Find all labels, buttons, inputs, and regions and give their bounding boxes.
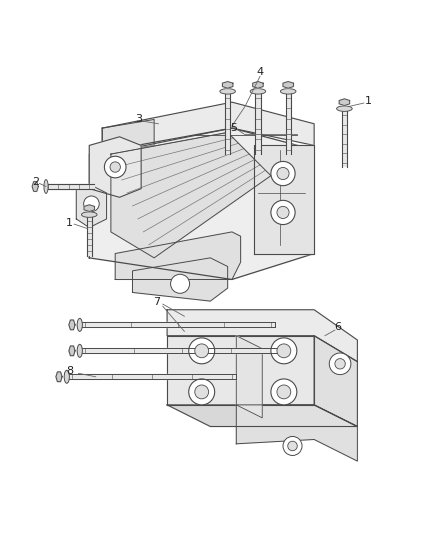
Ellipse shape [81, 212, 97, 217]
Ellipse shape [250, 88, 266, 94]
Polygon shape [67, 374, 236, 379]
Polygon shape [76, 184, 106, 228]
Polygon shape [133, 258, 228, 301]
Polygon shape [253, 82, 263, 88]
Circle shape [277, 385, 291, 399]
Polygon shape [283, 82, 293, 88]
Ellipse shape [337, 106, 352, 111]
Circle shape [271, 379, 297, 405]
Text: 2: 2 [32, 177, 39, 187]
Text: 4: 4 [257, 67, 264, 77]
Circle shape [110, 162, 120, 172]
Circle shape [170, 274, 190, 293]
FancyBboxPatch shape [225, 93, 230, 154]
Polygon shape [167, 310, 357, 361]
Polygon shape [80, 322, 275, 327]
Ellipse shape [44, 180, 48, 193]
Text: 7: 7 [153, 297, 160, 307]
Ellipse shape [280, 88, 296, 94]
Text: 1: 1 [66, 218, 73, 228]
Circle shape [104, 156, 126, 178]
Text: 6: 6 [335, 322, 342, 332]
Polygon shape [167, 405, 357, 426]
Text: 8: 8 [66, 366, 74, 376]
Circle shape [195, 344, 208, 358]
Polygon shape [314, 336, 357, 426]
Polygon shape [236, 336, 262, 418]
Polygon shape [115, 232, 240, 279]
Circle shape [84, 196, 99, 212]
Circle shape [335, 359, 345, 369]
Circle shape [271, 161, 295, 185]
FancyBboxPatch shape [286, 93, 291, 154]
Circle shape [288, 441, 297, 451]
FancyBboxPatch shape [342, 110, 347, 167]
Polygon shape [84, 205, 95, 212]
Polygon shape [69, 346, 75, 356]
Ellipse shape [77, 318, 82, 332]
Polygon shape [89, 128, 314, 279]
Polygon shape [69, 320, 75, 330]
Circle shape [277, 206, 289, 219]
Text: 1: 1 [365, 96, 372, 106]
Polygon shape [80, 348, 284, 353]
Circle shape [283, 437, 302, 456]
Polygon shape [102, 119, 154, 154]
Polygon shape [236, 405, 357, 461]
Polygon shape [44, 184, 94, 189]
Polygon shape [254, 146, 314, 254]
Polygon shape [89, 137, 141, 197]
Polygon shape [56, 372, 62, 382]
Circle shape [189, 338, 215, 364]
Text: 3: 3 [135, 115, 142, 125]
Ellipse shape [64, 370, 69, 383]
Polygon shape [167, 336, 314, 405]
Polygon shape [102, 102, 314, 154]
Polygon shape [223, 82, 233, 88]
Polygon shape [111, 132, 271, 258]
Circle shape [189, 379, 215, 405]
Circle shape [277, 344, 291, 358]
Circle shape [271, 200, 295, 224]
Circle shape [195, 385, 208, 399]
Circle shape [277, 167, 289, 180]
Polygon shape [32, 182, 38, 191]
FancyBboxPatch shape [255, 93, 261, 154]
Polygon shape [339, 99, 350, 106]
Text: 5: 5 [231, 123, 238, 133]
Ellipse shape [220, 88, 236, 94]
Ellipse shape [77, 344, 82, 357]
Circle shape [271, 338, 297, 364]
Circle shape [329, 353, 351, 375]
FancyBboxPatch shape [87, 216, 92, 256]
